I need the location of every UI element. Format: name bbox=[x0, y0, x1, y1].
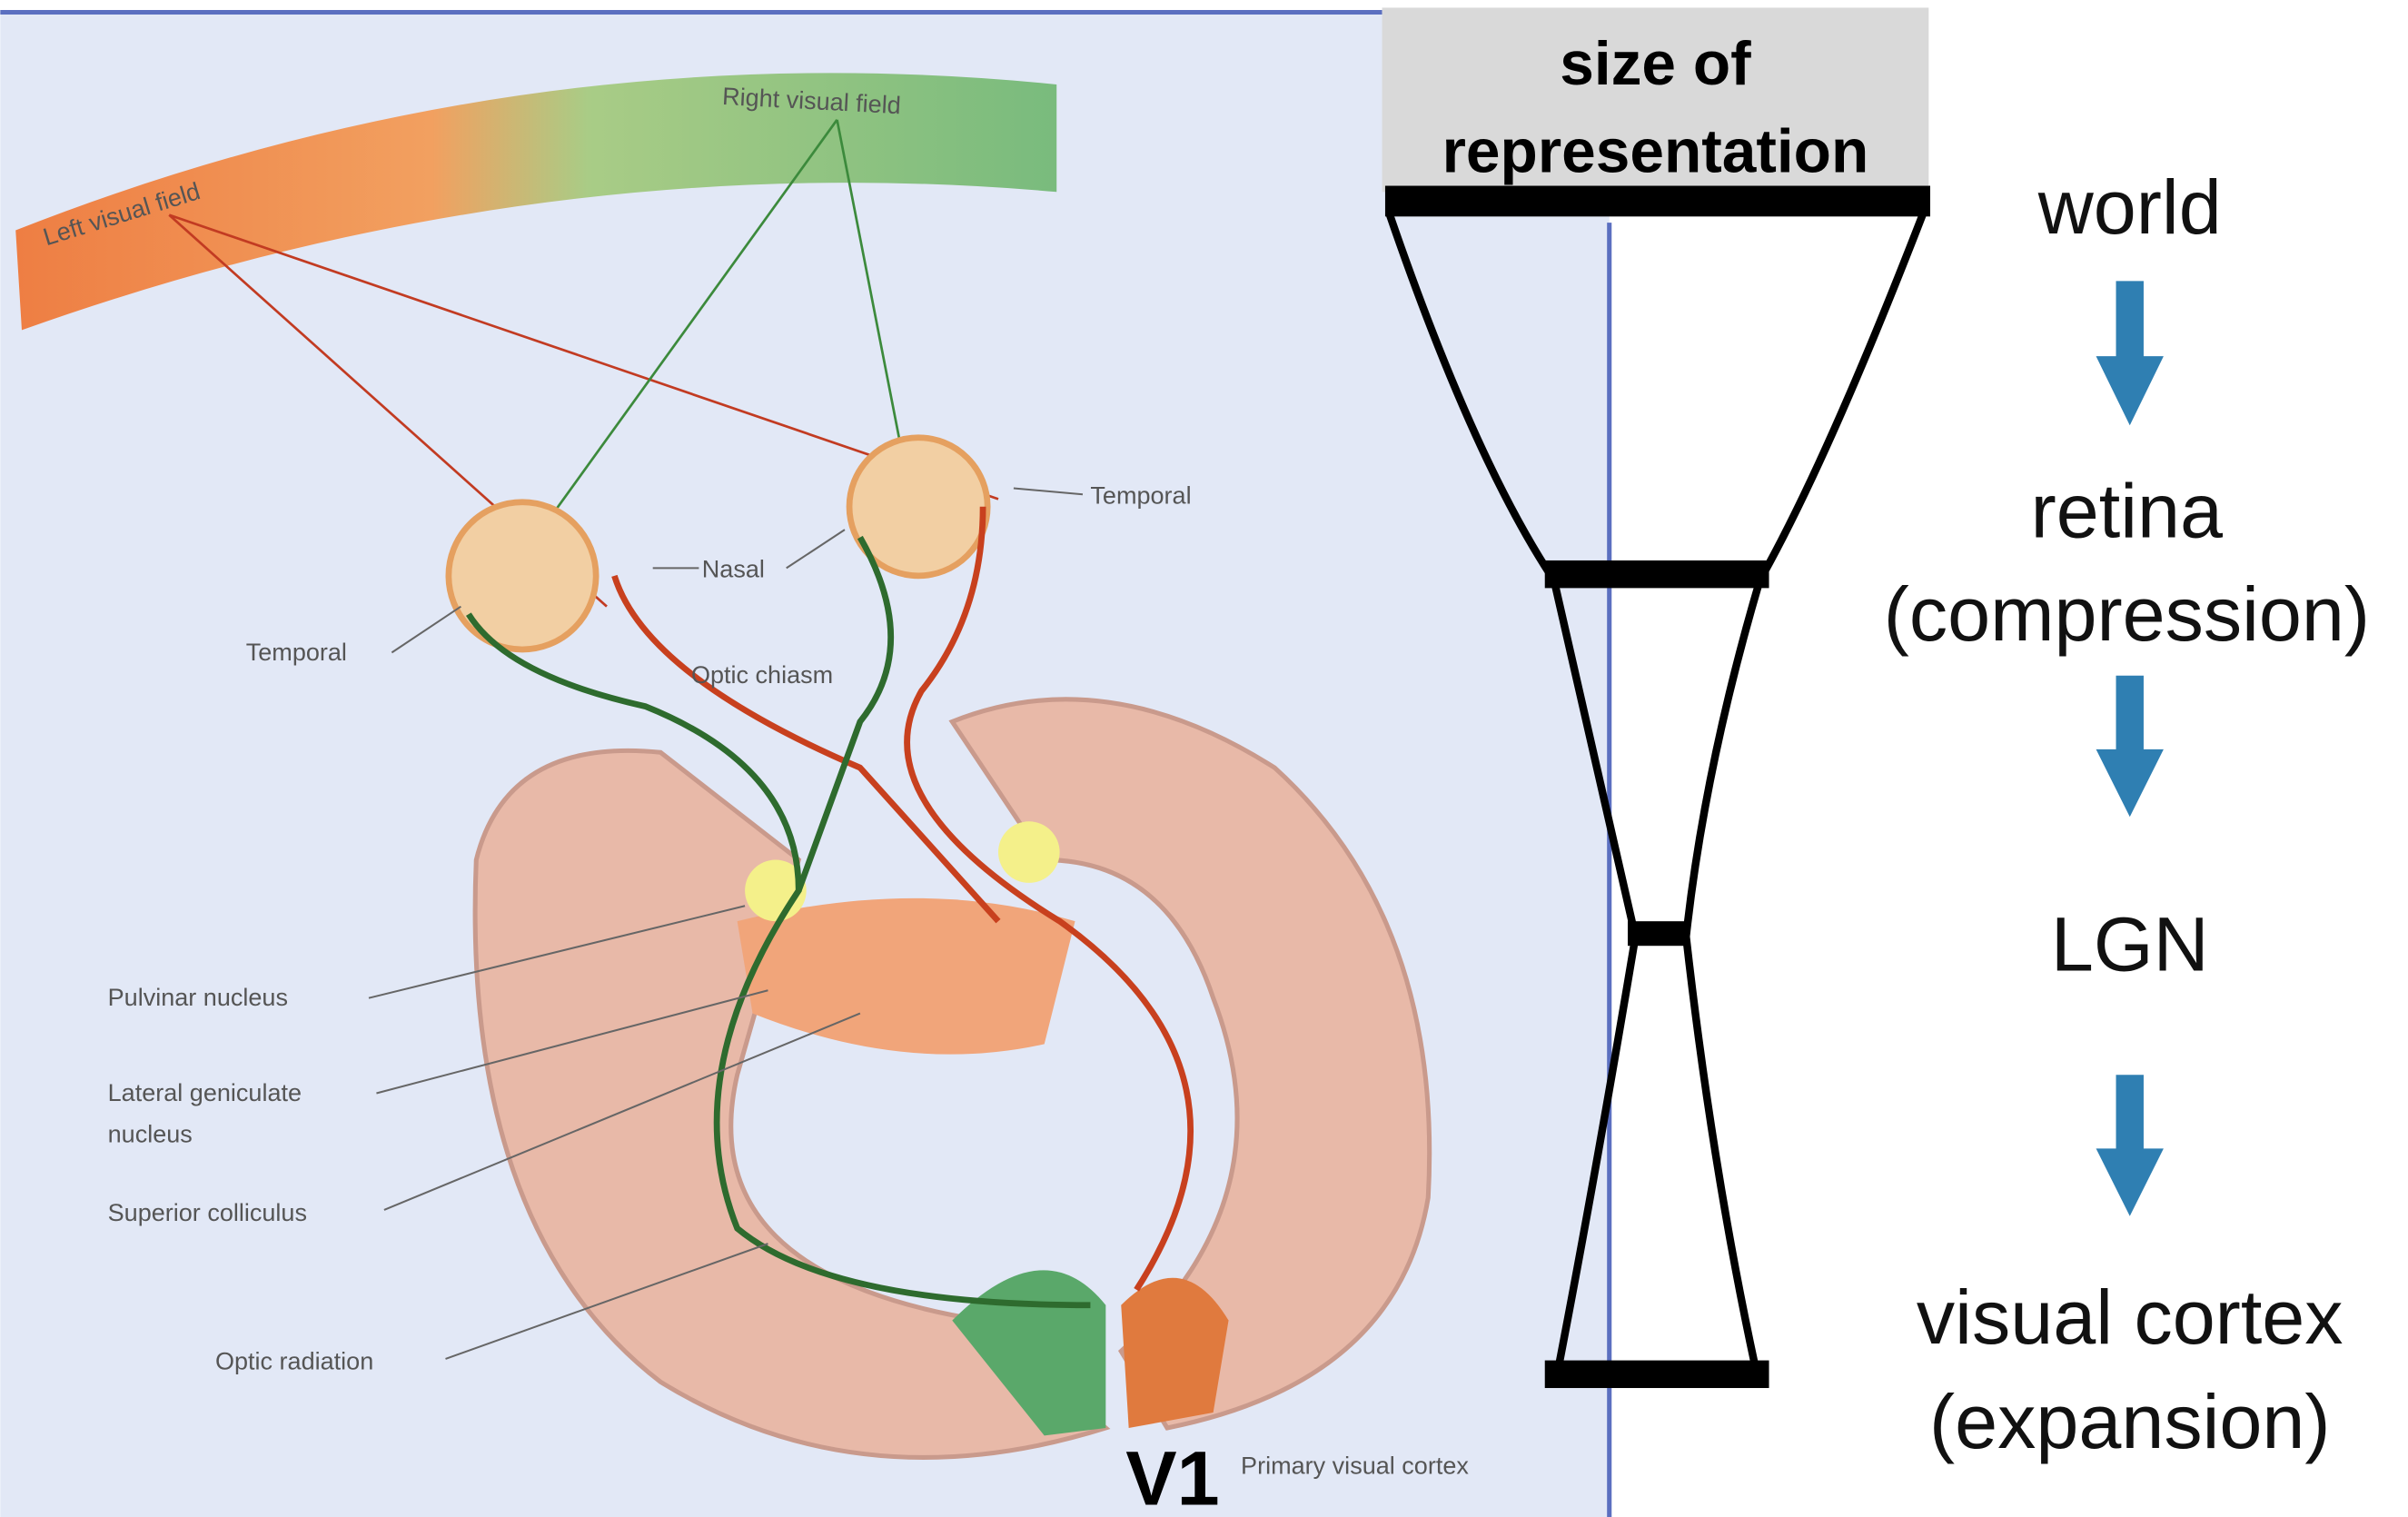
stage-label: LGN bbox=[2051, 900, 2209, 987]
label: Temporal bbox=[246, 639, 347, 666]
label: Primary visual cortex bbox=[1241, 1453, 1469, 1480]
label: Temporal bbox=[1090, 481, 1191, 509]
label: Nasal bbox=[702, 556, 765, 583]
arrow bbox=[2096, 281, 2164, 426]
stage-label: visual cortex bbox=[1917, 1274, 2344, 1360]
right-hemisphere bbox=[948, 697, 1432, 1431]
left-hemisphere bbox=[472, 748, 1111, 1460]
label: nucleus bbox=[108, 1121, 193, 1148]
optic-tracts bbox=[465, 506, 1194, 1309]
stage-label: (compression) bbox=[1884, 570, 2370, 657]
arrows bbox=[2096, 281, 2164, 1216]
arrow bbox=[2096, 675, 2164, 818]
visual-field-band bbox=[15, 73, 1057, 331]
stage-label: world bbox=[2037, 164, 2222, 250]
left-eye bbox=[445, 499, 600, 653]
v1-left bbox=[952, 1270, 1106, 1436]
header-line: size of bbox=[1560, 30, 1751, 98]
arrow bbox=[2096, 1075, 2164, 1216]
header-box bbox=[1382, 7, 1929, 193]
pulvinar bbox=[998, 821, 1060, 883]
level-bars bbox=[1384, 185, 1931, 1389]
thalamus bbox=[737, 897, 1075, 1055]
right-eye bbox=[846, 434, 991, 580]
stage-label: retina bbox=[2031, 468, 2223, 554]
label: Lateral geniculate bbox=[108, 1079, 302, 1106]
label: Optic radiation bbox=[215, 1348, 373, 1375]
stage-label: (expansion) bbox=[1929, 1378, 2331, 1464]
funnel-right bbox=[1681, 213, 1927, 1368]
leader-lines bbox=[368, 487, 1084, 1360]
v1-right bbox=[1121, 1277, 1229, 1428]
v1-label: V1 bbox=[1125, 1434, 1219, 1517]
label: Pulvinar nucleus bbox=[108, 984, 288, 1011]
funnel-left bbox=[1386, 213, 1640, 1368]
label: Superior colliculus bbox=[108, 1199, 307, 1226]
header-line: representation bbox=[1442, 117, 1869, 185]
label: Optic chiasm bbox=[691, 661, 833, 689]
